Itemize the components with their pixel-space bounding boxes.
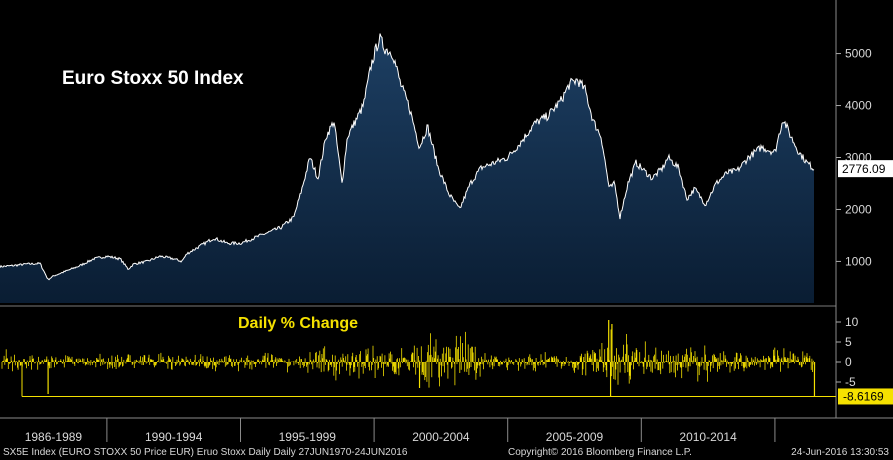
- change-tick-label: -5: [845, 375, 856, 389]
- period-label: 1990-1994: [145, 430, 203, 444]
- period-label: 2000-2004: [412, 430, 470, 444]
- price-tick-label: 5000: [845, 47, 872, 61]
- change-tick-label: 10: [845, 315, 859, 329]
- daily-change-bars: [1, 320, 836, 397]
- period-label: 1986-1989: [25, 430, 83, 444]
- last-price-badge: 2776.09: [838, 160, 893, 178]
- price-tick-label: 4000: [845, 99, 872, 113]
- last-change-label: -8.6169: [843, 389, 884, 403]
- change-y-axis: 10 5 0 -5: [836, 315, 859, 389]
- chart-title: Euro Stoxx 50 Index: [62, 68, 244, 89]
- price-tick-label: 1000: [845, 254, 872, 268]
- footer-source: SX5E Index (EURO STOXX 50 Price EUR) Eru…: [3, 447, 408, 458]
- period-label: 2005-2009: [546, 430, 604, 444]
- price-area-series: [0, 33, 815, 303]
- last-change-badge: -8.6169: [838, 388, 893, 405]
- period-label: 2010-2014: [679, 430, 737, 444]
- footer-timestamp: 24-Jun-2016 13:30:53: [791, 447, 889, 458]
- price-tick-label: 2000: [845, 202, 872, 216]
- change-tick-label: 5: [845, 335, 852, 349]
- period-label: 1995-1999: [279, 430, 337, 444]
- price-line: [0, 33, 815, 281]
- footer-copyright: Copyright© 2016 Bloomberg Finance L.P.: [508, 447, 692, 458]
- lower-title: Daily % Change: [238, 315, 358, 332]
- period-axis: 1986-1989 1990-1994 1995-1999 2000-2004 2005…: [25, 418, 776, 444]
- last-price-label: 2776.09: [842, 162, 886, 176]
- price-area-fill: [0, 33, 814, 303]
- change-tick-label: 0: [845, 355, 852, 369]
